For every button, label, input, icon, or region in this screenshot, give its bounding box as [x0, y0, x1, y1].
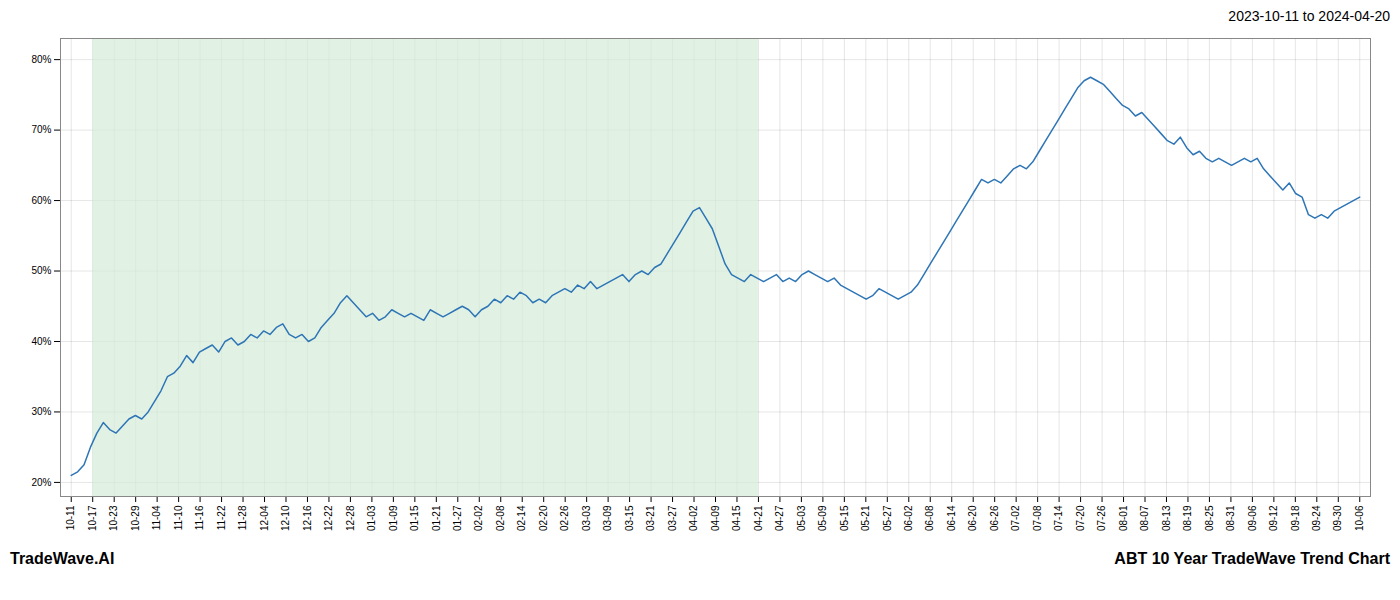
svg-text:10-06: 10-06: [1354, 505, 1365, 531]
svg-text:07-08: 07-08: [1032, 505, 1043, 531]
svg-text:12-16: 12-16: [302, 505, 313, 531]
svg-text:02-02: 02-02: [473, 505, 484, 531]
svg-text:03-09: 03-09: [602, 505, 613, 531]
svg-text:12-28: 12-28: [345, 505, 356, 531]
svg-text:05-15: 05-15: [839, 505, 850, 531]
svg-text:03-27: 03-27: [667, 505, 678, 531]
svg-text:10-17: 10-17: [87, 505, 98, 531]
svg-text:05-21: 05-21: [860, 505, 871, 531]
svg-text:04-21: 04-21: [753, 505, 764, 531]
svg-text:60%: 60%: [31, 195, 51, 206]
svg-text:04-15: 04-15: [731, 505, 742, 531]
svg-text:01-03: 01-03: [366, 505, 377, 531]
svg-text:50%: 50%: [31, 265, 51, 276]
svg-text:30%: 30%: [31, 406, 51, 417]
svg-text:01-09: 01-09: [388, 505, 399, 531]
svg-text:06-14: 06-14: [946, 505, 957, 531]
svg-text:02-20: 02-20: [538, 505, 549, 531]
svg-text:11-10: 11-10: [173, 505, 184, 530]
html-text:2023-10-11 to 2024-04-20: 2023-10-11 to 2024-04-20: [1228, 8, 1390, 24]
svg-text:20%: 20%: [31, 477, 51, 488]
svg-text:80%: 80%: [31, 54, 51, 65]
svg-text:05-03: 05-03: [796, 505, 807, 531]
svg-text:08-19: 08-19: [1182, 505, 1193, 531]
svg-text:06-02: 06-02: [903, 505, 914, 531]
svg-text:01-21: 01-21: [431, 505, 442, 531]
svg-text:08-01: 08-01: [1118, 505, 1129, 531]
svg-text:11-16: 11-16: [194, 505, 205, 530]
svg-text:02-26: 02-26: [559, 505, 570, 531]
svg-text:08-07: 08-07: [1139, 505, 1150, 531]
svg-text:03-21: 03-21: [645, 505, 656, 531]
svg-text:02-14: 02-14: [516, 505, 527, 531]
svg-text:09-18: 09-18: [1290, 505, 1301, 531]
svg-text:04-27: 04-27: [774, 505, 785, 531]
svg-text:01-27: 01-27: [452, 505, 463, 531]
svg-text:05-27: 05-27: [882, 505, 893, 531]
svg-text:12-10: 12-10: [280, 505, 291, 531]
svg-text:09-06: 09-06: [1247, 505, 1258, 531]
svg-text:04-02: 04-02: [688, 505, 699, 531]
svg-text:12-04: 12-04: [259, 505, 270, 531]
html-text:TradeWave.AI: TradeWave.AI: [10, 550, 115, 567]
svg-text:04-09: 04-09: [710, 505, 721, 531]
svg-text:08-13: 08-13: [1161, 505, 1172, 531]
svg-text:02-08: 02-08: [495, 505, 506, 531]
svg-text:10-23: 10-23: [108, 505, 119, 531]
svg-text:11-28: 11-28: [237, 505, 248, 530]
svg-text:08-31: 08-31: [1225, 505, 1236, 531]
svg-text:06-26: 06-26: [989, 505, 1000, 531]
svg-text:05-09: 05-09: [817, 505, 828, 531]
svg-text:09-12: 09-12: [1268, 505, 1279, 531]
svg-text:09-30: 09-30: [1332, 505, 1343, 531]
svg-text:12-22: 12-22: [323, 505, 334, 531]
svg-text:07-14: 07-14: [1053, 505, 1064, 531]
svg-text:06-20: 06-20: [967, 505, 978, 531]
svg-text:09-24: 09-24: [1311, 505, 1322, 531]
svg-text:11-04: 11-04: [151, 505, 162, 530]
svg-text:08-25: 08-25: [1204, 505, 1215, 531]
svg-text:11-22: 11-22: [216, 505, 227, 530]
html-text:ABT 10 Year TradeWave Trend Ch: ABT 10 Year TradeWave Trend Chart: [1114, 550, 1390, 567]
svg-text:10-11: 10-11: [65, 505, 76, 530]
svg-text:06-08: 06-08: [924, 505, 935, 531]
svg-text:10-29: 10-29: [130, 505, 141, 531]
svg-text:03-15: 03-15: [624, 505, 635, 531]
svg-text:07-26: 07-26: [1096, 505, 1107, 531]
svg-text:03-03: 03-03: [581, 505, 592, 531]
svg-text:70%: 70%: [31, 124, 51, 135]
svg-text:07-02: 07-02: [1010, 505, 1021, 531]
svg-text:40%: 40%: [31, 336, 51, 347]
svg-text:07-20: 07-20: [1075, 505, 1086, 531]
svg-text:01-15: 01-15: [409, 505, 420, 531]
